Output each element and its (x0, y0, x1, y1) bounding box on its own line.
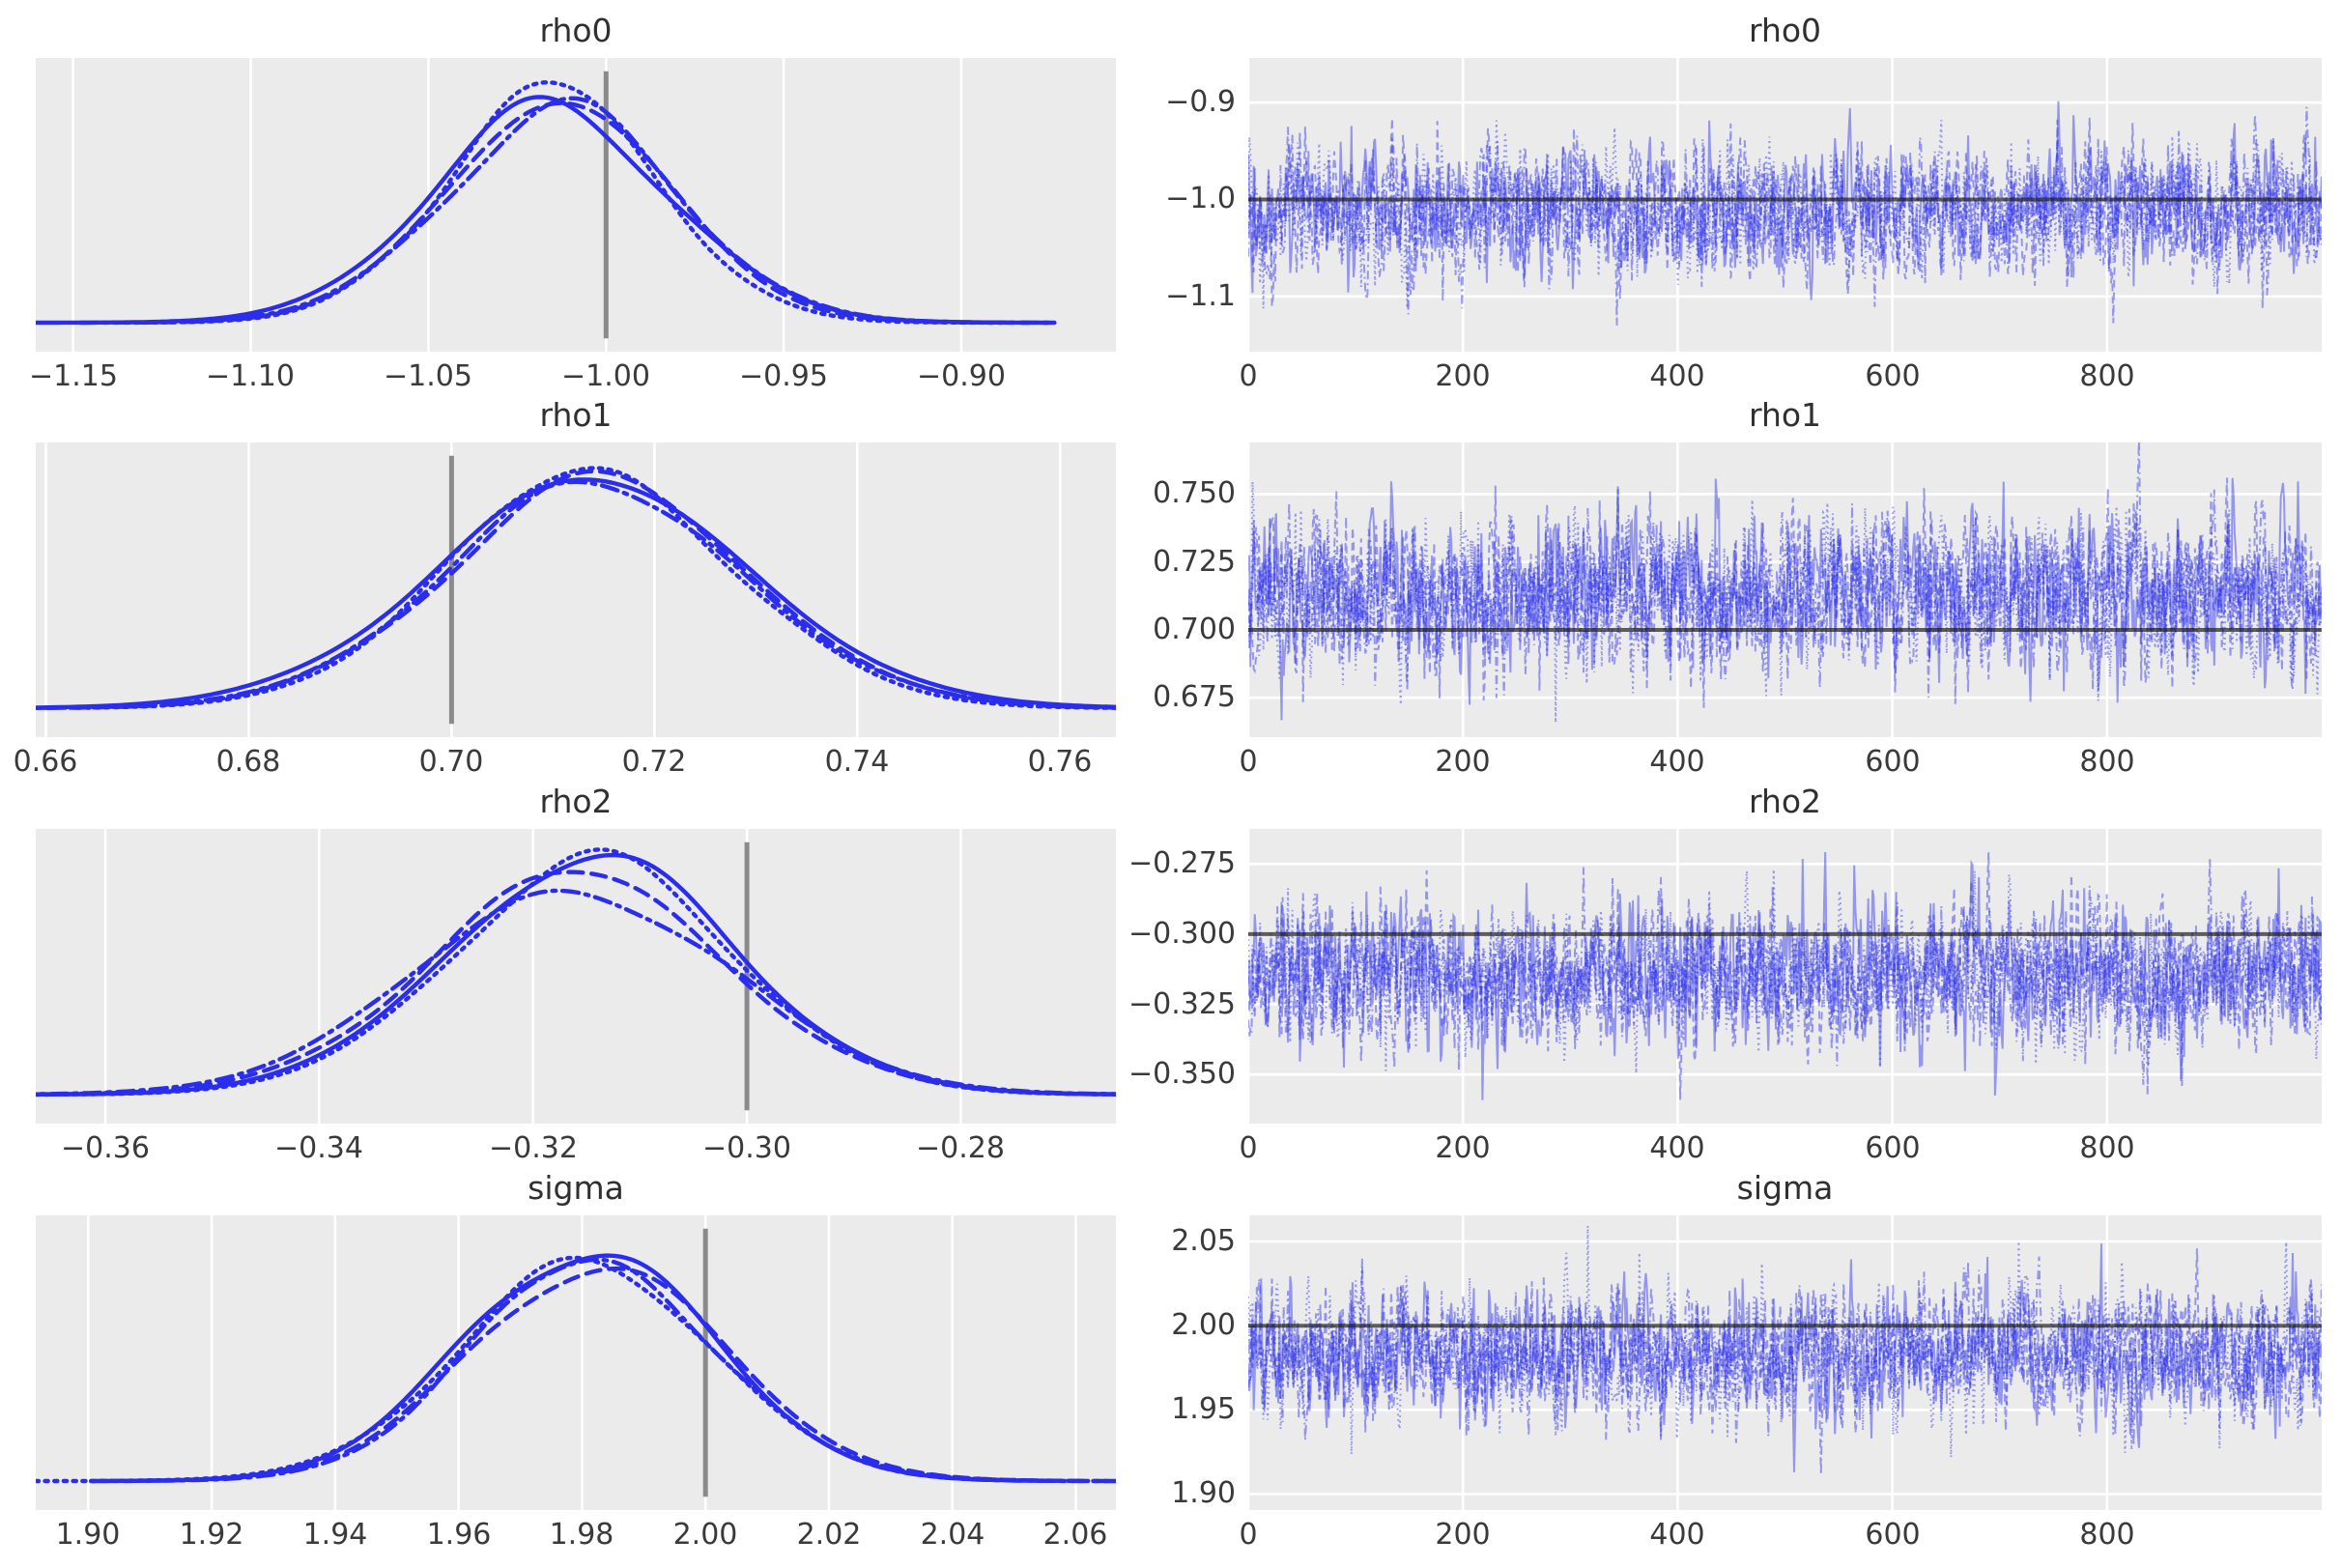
x-tick-label: 0.70 (418, 745, 484, 779)
x-tick-label: 200 (1435, 359, 1491, 393)
x-tick-label: 800 (2079, 1518, 2135, 1552)
x-tick-label: 1.90 (55, 1518, 121, 1552)
x-tick-label: 2.00 (672, 1518, 738, 1552)
trace-canvas (1248, 58, 2322, 352)
kde-canvas (36, 829, 1116, 1124)
x-tick-label: 400 (1649, 359, 1705, 393)
y-tick-label: −0.275 (1128, 846, 1236, 880)
y-tick-label: −1.0 (1165, 182, 1236, 215)
x-tick-label: 2.06 (1042, 1518, 1108, 1552)
x-tick-label: 0 (1239, 359, 1258, 393)
x-tick-label: 0 (1239, 1518, 1258, 1552)
x-tick-label: 400 (1649, 1518, 1705, 1552)
x-tick-label: 0.68 (215, 745, 281, 779)
y-tick-label: −0.350 (1128, 1057, 1236, 1091)
y-tick-label: 0.675 (1153, 680, 1236, 714)
x-tick-label: −0.90 (917, 359, 1006, 393)
y-tick-label: 0.725 (1153, 545, 1236, 579)
x-tick-label: 600 (1865, 1131, 1921, 1165)
kde-canvas (36, 1215, 1116, 1510)
y-tick-label: −0.9 (1165, 85, 1236, 119)
x-tick-label: 1.92 (179, 1518, 244, 1552)
x-tick-label: 200 (1435, 745, 1491, 779)
x-tick-label: −0.36 (61, 1131, 150, 1165)
y-tick-label: −0.300 (1128, 917, 1236, 951)
x-tick-label: 2.02 (796, 1518, 862, 1552)
y-tick-label: −1.1 (1165, 279, 1236, 313)
kde-canvas (36, 58, 1116, 352)
x-tick-label: 400 (1649, 745, 1705, 779)
panel-title: rho0 (539, 12, 613, 49)
x-tick-label: 400 (1649, 1131, 1705, 1165)
panel-title: rho1 (539, 396, 613, 434)
trace-canvas (1248, 442, 2322, 737)
x-tick-label: 800 (2079, 359, 2135, 393)
x-tick-label: 1.96 (426, 1518, 492, 1552)
panel-title: rho2 (539, 783, 613, 820)
y-tick-label: 0.700 (1153, 613, 1236, 646)
x-tick-label: 200 (1435, 1518, 1491, 1552)
x-tick-label: 0.76 (1027, 745, 1093, 779)
trace-canvas (1248, 829, 2322, 1124)
panel-title: sigma (528, 1169, 624, 1207)
kde-canvas (36, 442, 1116, 737)
y-tick-label: 2.05 (1171, 1224, 1236, 1258)
x-tick-label: −1.15 (29, 359, 118, 393)
panel-title: rho0 (1748, 12, 1822, 49)
panel-title: rho1 (1748, 396, 1822, 434)
x-tick-label: 0.66 (13, 745, 78, 779)
y-tick-label: 1.90 (1171, 1476, 1236, 1510)
x-tick-label: −0.28 (916, 1131, 1005, 1165)
panel-title: sigma (1736, 1169, 1834, 1207)
x-tick-label: 600 (1865, 1518, 1921, 1552)
panel-title: rho2 (1748, 783, 1822, 820)
trace-canvas (1248, 1215, 2322, 1510)
x-tick-label: 2.04 (920, 1518, 985, 1552)
x-tick-label: 0.72 (621, 745, 687, 779)
x-tick-label: −0.34 (274, 1131, 363, 1165)
x-tick-label: −0.32 (489, 1131, 578, 1165)
x-tick-label: −0.30 (702, 1131, 791, 1165)
y-tick-label: 2.00 (1171, 1308, 1236, 1342)
x-tick-label: 600 (1865, 359, 1921, 393)
x-tick-label: 200 (1435, 1131, 1491, 1165)
y-tick-label: 0.750 (1153, 476, 1236, 510)
x-tick-label: 0.74 (824, 745, 890, 779)
y-tick-label: −0.325 (1128, 987, 1236, 1021)
x-tick-label: 0 (1239, 1131, 1258, 1165)
x-tick-label: −1.10 (206, 359, 295, 393)
x-tick-label: −1.00 (561, 359, 650, 393)
x-tick-label: −0.95 (739, 359, 828, 393)
x-tick-label: 1.98 (549, 1518, 614, 1552)
x-tick-label: 800 (2079, 1131, 2135, 1165)
x-tick-label: 0 (1239, 745, 1258, 779)
y-tick-label: 1.95 (1171, 1392, 1236, 1426)
x-tick-label: 1.94 (302, 1518, 368, 1552)
x-tick-label: 800 (2079, 745, 2135, 779)
x-tick-label: −1.05 (384, 359, 472, 393)
x-tick-label: 600 (1865, 745, 1921, 779)
